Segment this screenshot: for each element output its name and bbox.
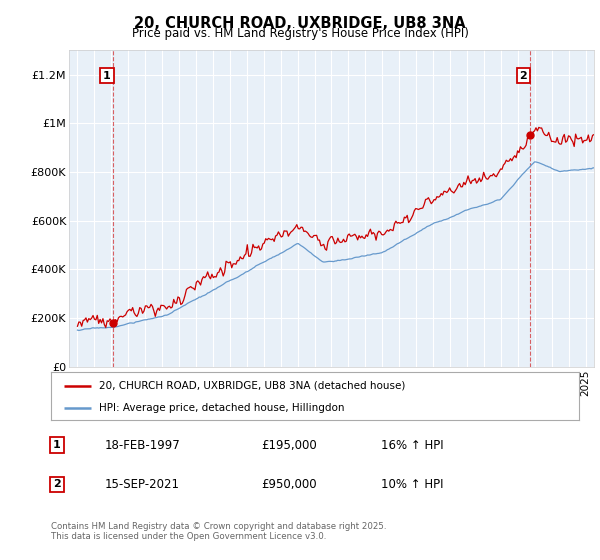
Text: 10% ↑ HPI: 10% ↑ HPI bbox=[381, 478, 443, 491]
Text: £950,000: £950,000 bbox=[261, 478, 317, 491]
Text: 1: 1 bbox=[103, 71, 111, 81]
Text: 18-FEB-1997: 18-FEB-1997 bbox=[105, 438, 181, 452]
Text: 2: 2 bbox=[520, 71, 527, 81]
Text: 16% ↑ HPI: 16% ↑ HPI bbox=[381, 438, 443, 452]
Text: 2: 2 bbox=[53, 479, 61, 489]
Text: HPI: Average price, detached house, Hillingdon: HPI: Average price, detached house, Hill… bbox=[98, 403, 344, 413]
Text: £195,000: £195,000 bbox=[261, 438, 317, 452]
Text: 1: 1 bbox=[53, 440, 61, 450]
Text: Price paid vs. HM Land Registry's House Price Index (HPI): Price paid vs. HM Land Registry's House … bbox=[131, 27, 469, 40]
Text: 20, CHURCH ROAD, UXBRIDGE, UB8 3NA (detached house): 20, CHURCH ROAD, UXBRIDGE, UB8 3NA (deta… bbox=[98, 381, 405, 391]
Text: Contains HM Land Registry data © Crown copyright and database right 2025.
This d: Contains HM Land Registry data © Crown c… bbox=[51, 522, 386, 542]
Text: 20, CHURCH ROAD, UXBRIDGE, UB8 3NA: 20, CHURCH ROAD, UXBRIDGE, UB8 3NA bbox=[134, 16, 466, 31]
Text: 15-SEP-2021: 15-SEP-2021 bbox=[105, 478, 180, 491]
